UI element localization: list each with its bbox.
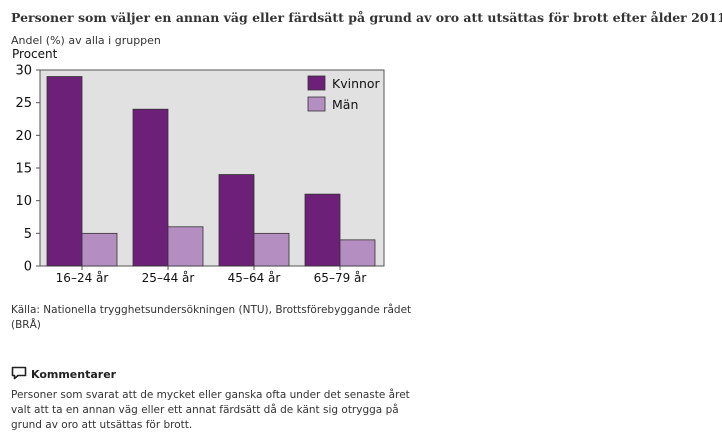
comments-heading: Kommentarer (31, 368, 117, 381)
chart-subtitle: Andel (%) av alla i gruppen (11, 34, 161, 47)
y-tick-label: 30 (15, 64, 32, 79)
bar-kvinnor (46, 76, 83, 267)
y-tick-label: 5 (24, 227, 32, 242)
bar-man (339, 239, 376, 267)
source-note: Källa: Nationella trygghetsundersökninge… (11, 304, 412, 331)
bar-chart: Procent 0 5 10 15 20 25 30 16–24 år 25–44 år 45–64… (12, 47, 385, 284)
bar-kvinnor (132, 108, 169, 267)
y-tick-label: 0 (24, 260, 32, 275)
bar-man (253, 232, 290, 267)
bar-kvinnor (218, 174, 255, 267)
legend-swatch (307, 96, 326, 112)
bar-man (81, 232, 118, 267)
legend-label: Män (332, 97, 358, 112)
bar-man (167, 226, 204, 267)
y-tick-label: 20 (15, 129, 32, 144)
x-tick-label: 65–79 år (314, 271, 367, 284)
x-tick-label: 45–64 år (228, 271, 281, 284)
speech-bubble-icon (11, 366, 27, 383)
legend-swatch (307, 75, 326, 91)
comments-section: Kommentarer Personer som svarat att de m… (11, 366, 431, 433)
y-axis-label: Procent (12, 47, 58, 61)
comments-text: Personer som svarat att de mycket eller … (11, 389, 410, 431)
y-tick-label: 25 (15, 96, 32, 111)
chart-title: Personer som väljer en annan väg eller f… (11, 10, 722, 25)
bar-kvinnor (304, 193, 341, 267)
x-tick-label: 16–24 år (56, 271, 109, 284)
x-tick-label: 25–44 år (142, 271, 195, 284)
y-tick-label: 10 (15, 194, 32, 209)
y-tick-label: 15 (15, 162, 32, 177)
legend-label: Kvinnor (332, 76, 381, 91)
